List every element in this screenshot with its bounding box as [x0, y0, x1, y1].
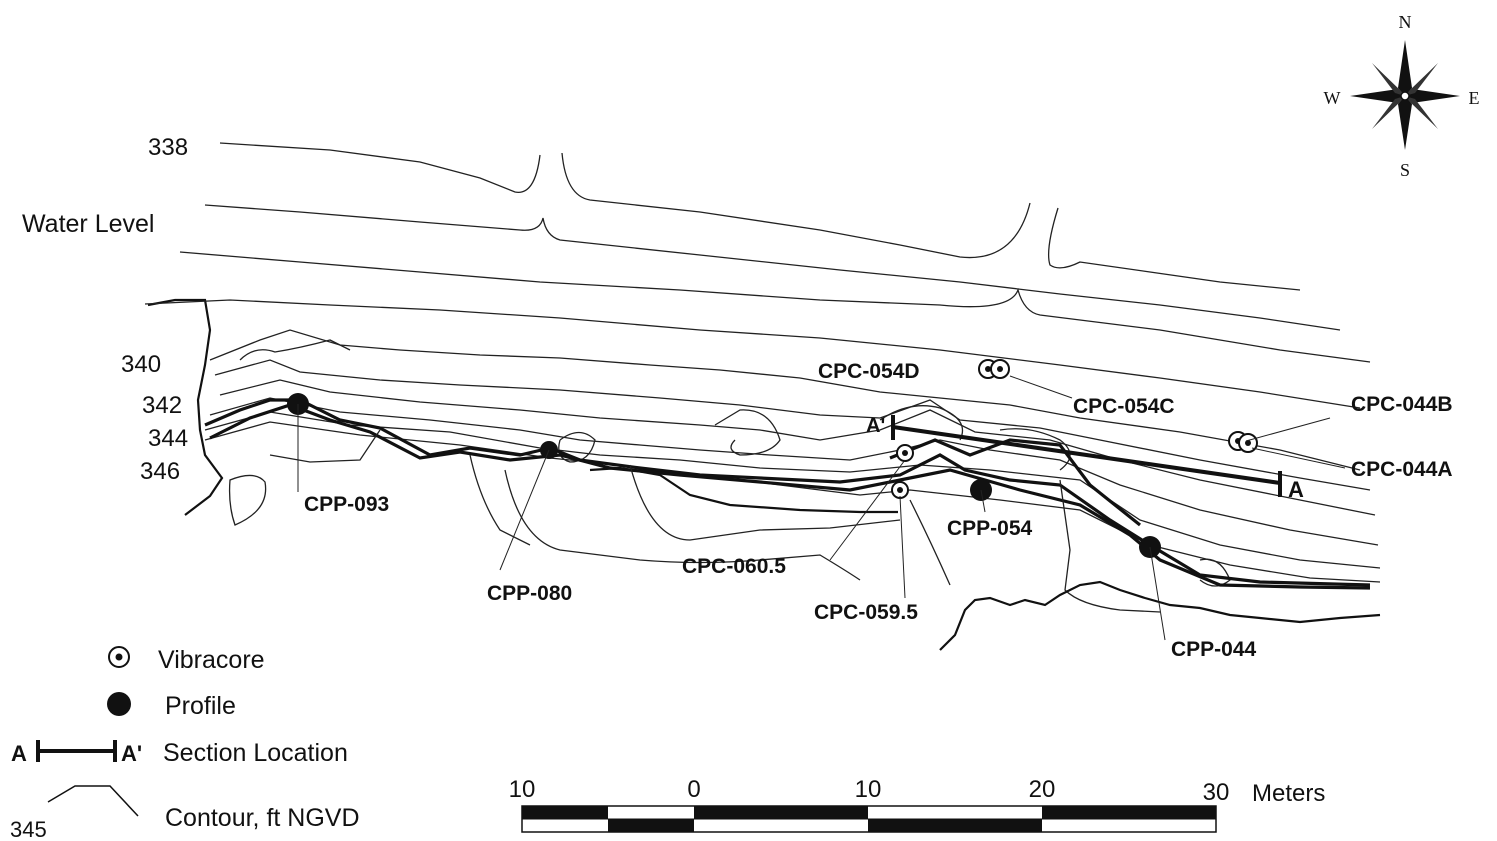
dense-contours: [204, 329, 1381, 587]
contour-label-338: 338: [148, 134, 188, 161]
vibracore-cpc-060-5: [896, 444, 914, 462]
scale-tick-3: 20: [1029, 776, 1056, 803]
legend-section-a: A: [11, 741, 27, 766]
legend-contour-icon: [47, 785, 139, 817]
contour-label-344: 344: [148, 425, 188, 452]
legend-section-icon: [36, 740, 117, 762]
legend-vibracore-label: Vibracore: [158, 646, 265, 674]
station-label-cpc-054c: CPC-054C: [1073, 395, 1175, 418]
section-line-a: A' A: [866, 415, 1304, 502]
station-label-cpp-044: CPP-044: [1171, 638, 1257, 661]
vibracore-cpc-059-5: [891, 481, 909, 499]
legend-section-label: Section Location: [163, 739, 348, 767]
compass-west: W: [1324, 88, 1341, 108]
contour-label-342: 342: [142, 392, 182, 419]
legend-contour-label: Contour, ft NGVD: [165, 804, 360, 832]
compass-rose-icon: N S W E: [1324, 12, 1480, 180]
leader-lines: [297, 375, 1346, 641]
scale-tick-2: 10: [855, 776, 882, 803]
station-label-cpc-059-5: CPC-059.5: [814, 601, 918, 624]
legend-profile-label: Profile: [165, 692, 236, 720]
legend: Vibracore Profile A A' Section Location …: [10, 646, 360, 841]
vibracore-cpc-044a: [1238, 433, 1258, 453]
station-label-cpp-093: CPP-093: [304, 493, 389, 516]
compass-south: S: [1400, 160, 1410, 180]
station-label-cpc-054d: CPC-054D: [818, 360, 920, 383]
section-a-label: A: [1288, 477, 1304, 502]
upper-contours: [179, 142, 1371, 363]
vibracore-markers: [891, 359, 1258, 499]
compass-east: E: [1469, 88, 1480, 108]
section-a-prime-label: A': [866, 415, 885, 437]
vibracore-cpc-054c: [990, 359, 1010, 379]
legend-contour-value: 345: [10, 817, 47, 841]
station-label-cpp-080: CPP-080: [487, 582, 572, 605]
station-label-cpc-044b: CPC-044B: [1351, 393, 1453, 416]
station-label-cpc-060-5: CPC-060.5: [682, 555, 786, 578]
water-level-label: Water Level: [22, 210, 154, 238]
compass-north: N: [1399, 12, 1412, 32]
lower-contours: [228, 429, 1161, 613]
scale-tick-0: 10: [509, 776, 536, 803]
left-edge: [147, 298, 224, 516]
scale-tick-1: 0: [687, 776, 700, 803]
scale-bar: 10 0 10 20 30 Meters: [509, 776, 1325, 833]
legend-vibracore-icon: [108, 646, 130, 668]
legend-section-a-prime: A': [121, 741, 142, 766]
contour-label-346: 346: [140, 458, 180, 485]
lower-edge: [939, 580, 1381, 651]
contour-label-340: 340: [121, 351, 161, 378]
scale-tick-4: 30: [1203, 779, 1230, 806]
station-label-cpp-054: CPP-054: [947, 517, 1033, 540]
scale-unit: Meters: [1252, 780, 1325, 807]
legend-profile-icon: [107, 692, 131, 716]
station-label-cpc-044a: CPC-044A: [1351, 458, 1453, 481]
